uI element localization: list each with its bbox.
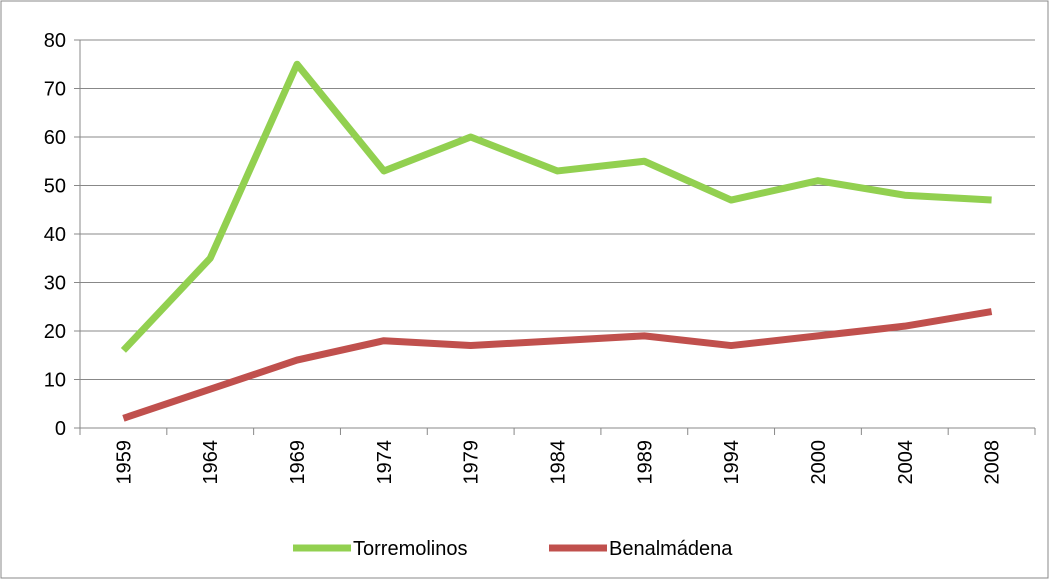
x-tick-label: 1974 bbox=[374, 440, 396, 485]
y-tick-label: 0 bbox=[55, 418, 66, 440]
y-tick-label: 60 bbox=[44, 127, 66, 149]
x-tick-label: 2004 bbox=[895, 440, 917, 485]
x-tick-label: 1959 bbox=[113, 440, 135, 485]
y-tick-label: 30 bbox=[44, 273, 66, 295]
x-tick-label: 1979 bbox=[461, 440, 483, 485]
x-tick-label: 1984 bbox=[548, 440, 570, 485]
legend-label: Torremolinos bbox=[353, 538, 467, 560]
x-tick-label: 1964 bbox=[200, 440, 222, 485]
x-tick-label: 2000 bbox=[808, 440, 830, 485]
series-line bbox=[120, 60, 992, 353]
y-tick-label: 10 bbox=[44, 370, 66, 392]
x-tick-label: 2008 bbox=[982, 440, 1004, 485]
series-line bbox=[122, 308, 993, 422]
y-tick-label: 40 bbox=[44, 224, 66, 246]
x-tick-label: 1989 bbox=[634, 440, 656, 485]
y-tick-label: 50 bbox=[44, 176, 66, 198]
y-tick-label: 20 bbox=[44, 321, 66, 343]
y-tick-label: 70 bbox=[44, 79, 66, 101]
x-tick-label: 1969 bbox=[287, 440, 309, 485]
y-tick-label: 80 bbox=[44, 30, 66, 52]
x-tick-label: 1994 bbox=[721, 440, 743, 485]
legend-label: Benalmádena bbox=[609, 538, 733, 560]
